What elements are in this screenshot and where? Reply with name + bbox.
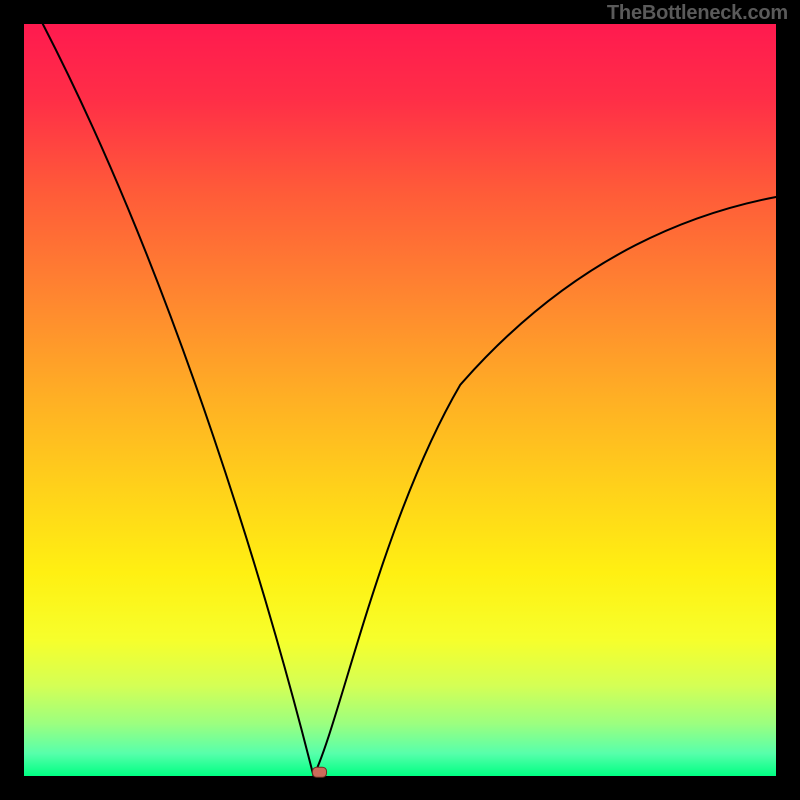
watermark-text: TheBottleneck.com (607, 2, 788, 25)
chart-container: TheBottleneck.com (0, 0, 800, 800)
optimum-marker (313, 767, 327, 777)
bottleneck-chart (0, 0, 800, 800)
plot-background (24, 24, 776, 776)
